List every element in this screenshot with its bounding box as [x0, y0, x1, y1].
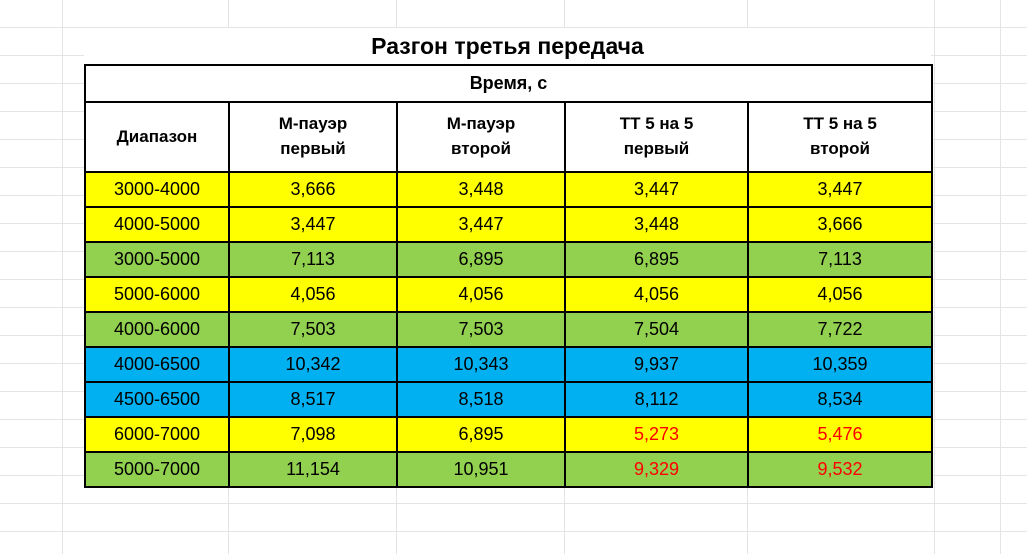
column-header-4[interactable]: ТТ 5 на 5 второй: [747, 101, 933, 173]
value-cell[interactable]: 10,343: [396, 346, 566, 383]
value-cell[interactable]: 8,518: [396, 381, 566, 418]
range-cell[interactable]: 5000-7000: [84, 451, 230, 488]
range-cell[interactable]: 3000-5000: [84, 241, 230, 278]
value-cell[interactable]: 6,895: [396, 416, 566, 453]
value-cell[interactable]: 10,359: [747, 346, 933, 383]
column-header-line1: М-пауэр: [446, 114, 516, 134]
table-row: 3000-4000 3,666 3,448 3,447 3,447: [84, 171, 933, 208]
value-cell[interactable]: 3,447: [747, 171, 933, 208]
value-cell[interactable]: 7,504: [564, 311, 749, 348]
value-cell[interactable]: 6,895: [396, 241, 566, 278]
value-cell[interactable]: 10,951: [396, 451, 566, 488]
value-cell[interactable]: 7,113: [228, 241, 398, 278]
value-cell[interactable]: 7,503: [228, 311, 398, 348]
time-header-cell[interactable]: Время, с: [84, 64, 933, 103]
table-row: 3000-5000 7,113 6,895 6,895 7,113: [84, 241, 933, 278]
table-row: 4500-6500 8,517 8,518 8,112 8,534: [84, 381, 933, 418]
range-cell[interactable]: 4000-6000: [84, 311, 230, 348]
column-header-3[interactable]: ТТ 5 на 5 первый: [564, 101, 749, 173]
value-cell[interactable]: 5,273: [564, 416, 749, 453]
table-row: 6000-7000 7,098 6,895 5,273 5,476: [84, 416, 933, 453]
range-cell[interactable]: 4000-6500: [84, 346, 230, 383]
range-cell[interactable]: 4500-6500: [84, 381, 230, 418]
value-cell[interactable]: 9,329: [564, 451, 749, 488]
column-header-line1: М-пауэр: [278, 114, 348, 134]
value-cell[interactable]: 7,503: [396, 311, 566, 348]
value-cell[interactable]: 3,447: [564, 171, 749, 208]
table-row: 4000-5000 3,447 3,447 3,448 3,666: [84, 206, 933, 243]
value-cell[interactable]: 4,056: [396, 276, 566, 313]
column-header-2[interactable]: М-пауэр второй: [396, 101, 566, 173]
value-cell[interactable]: 8,534: [747, 381, 933, 418]
table-row: 4000-6500 10,342 10,343 9,937 10,359: [84, 346, 933, 383]
value-cell[interactable]: 3,447: [396, 206, 566, 243]
value-cell[interactable]: 4,056: [228, 276, 398, 313]
value-cell[interactable]: 3,447: [228, 206, 398, 243]
value-cell[interactable]: 3,448: [396, 171, 566, 208]
value-cell[interactable]: 8,517: [228, 381, 398, 418]
value-cell[interactable]: 10,342: [228, 346, 398, 383]
value-cell[interactable]: 9,532: [747, 451, 933, 488]
range-cell[interactable]: 6000-7000: [84, 416, 230, 453]
column-header-line2: второй: [810, 139, 870, 158]
column-header-row: Диапазон М-пауэр первый М-пауэр второй ТТ 5 н…: [84, 101, 933, 173]
table-row: 5000-7000 11,154 10,951 9,329 9,532: [84, 451, 933, 488]
range-cell[interactable]: 5000-6000: [84, 276, 230, 313]
column-header-line2: первый: [623, 139, 690, 158]
value-cell[interactable]: 4,056: [747, 276, 933, 313]
value-cell[interactable]: 7,722: [747, 311, 933, 348]
table-body: 3000-4000 3,666 3,448 3,447 3,447 4000-5000 3,…: [84, 171, 933, 488]
acceleration-table: Время, с Диапазон М-пауэр первый М-пауэр вто…: [84, 64, 933, 488]
value-cell[interactable]: 8,112: [564, 381, 749, 418]
column-header-line1: ТТ 5 на 5: [619, 114, 694, 134]
time-header-row: Время, с: [84, 64, 933, 103]
page-title[interactable]: Разгон третья передача: [84, 28, 931, 64]
value-cell[interactable]: 3,666: [228, 171, 398, 208]
value-cell[interactable]: 7,098: [228, 416, 398, 453]
column-header-1[interactable]: М-пауэр первый: [228, 101, 398, 173]
value-cell[interactable]: 3,448: [564, 206, 749, 243]
column-header-line2: второй: [451, 139, 511, 158]
column-header-line2: первый: [280, 139, 346, 158]
column-header-line1: Диапазон: [116, 126, 198, 146]
column-header-line1: ТТ 5 на 5: [803, 114, 877, 134]
value-cell[interactable]: 7,113: [747, 241, 933, 278]
table-row: 5000-6000 4,056 4,056 4,056 4,056: [84, 276, 933, 313]
table-row: 4000-6000 7,503 7,503 7,504 7,722: [84, 311, 933, 348]
value-cell[interactable]: 6,895: [564, 241, 749, 278]
value-cell[interactable]: 3,666: [747, 206, 933, 243]
range-cell[interactable]: 3000-4000: [84, 171, 230, 208]
value-cell[interactable]: 11,154: [228, 451, 398, 488]
column-header-0[interactable]: Диапазон: [84, 101, 230, 173]
range-cell[interactable]: 4000-5000: [84, 206, 230, 243]
value-cell[interactable]: 9,937: [564, 346, 749, 383]
value-cell[interactable]: 5,476: [747, 416, 933, 453]
value-cell[interactable]: 4,056: [564, 276, 749, 313]
